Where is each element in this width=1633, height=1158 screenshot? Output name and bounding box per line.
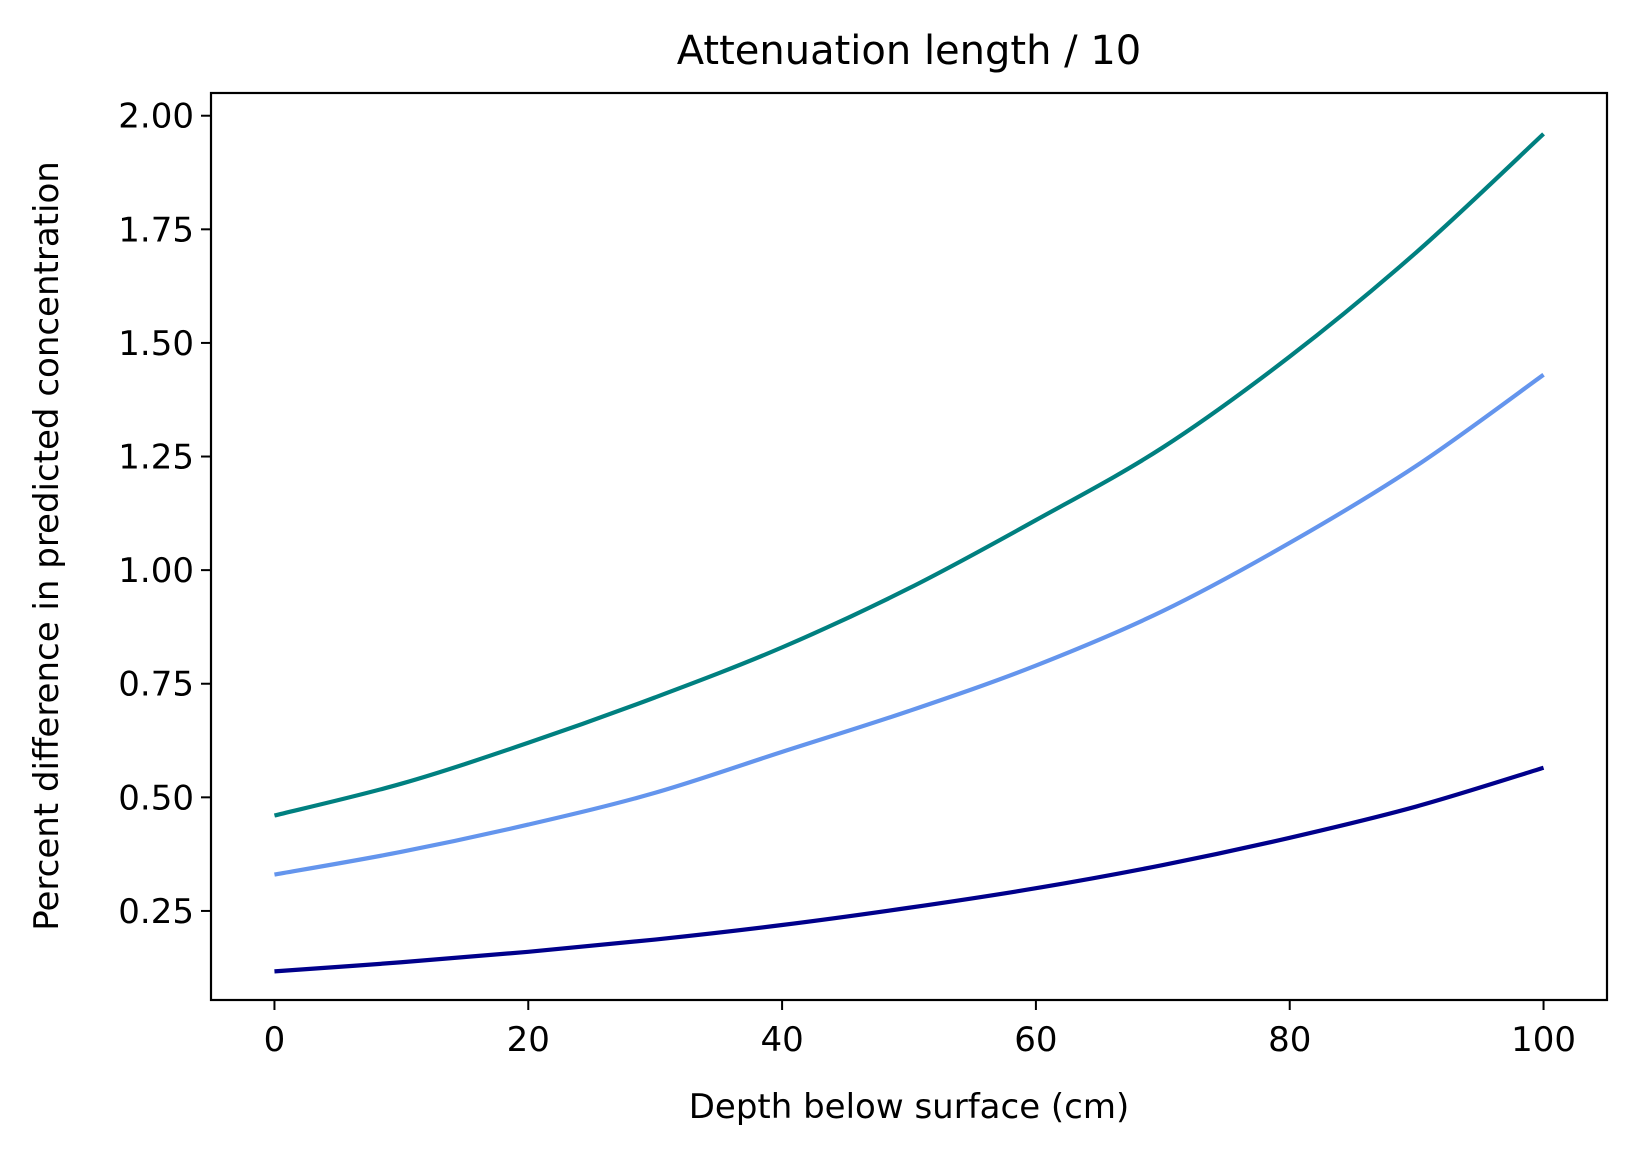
y-tick-label: 0.75 bbox=[118, 665, 194, 705]
plot-frame bbox=[209, 91, 1609, 1002]
x-tick-label: 20 bbox=[507, 1020, 550, 1060]
series-line-2 bbox=[274, 373, 1545, 877]
x-tick-label: 0 bbox=[264, 1020, 286, 1060]
y-axis-label: Percent difference in predicted concentr… bbox=[27, 161, 67, 931]
y-tick-label: 1.00 bbox=[118, 551, 194, 591]
series-line-1 bbox=[273, 132, 1545, 818]
y-tick-label: 0.50 bbox=[118, 778, 194, 818]
x-axis-label: Depth below surface (cm) bbox=[689, 1087, 1130, 1127]
x-tick-label: 60 bbox=[1014, 1020, 1057, 1060]
y-tick-label: 1.25 bbox=[118, 438, 194, 478]
x-axis: 0 20 40 60 80 100 bbox=[264, 1000, 1576, 1060]
series-group bbox=[273, 132, 1545, 974]
y-tick-label: 2.00 bbox=[118, 97, 194, 137]
x-tick-label: 100 bbox=[1511, 1020, 1576, 1060]
y-axis: 0.25 0.50 0.75 1.00 1.25 1.50 1.75 2.00 bbox=[118, 97, 211, 932]
x-tick-label: 80 bbox=[1268, 1020, 1311, 1060]
x-tick-label: 40 bbox=[760, 1020, 803, 1060]
y-tick-label: 1.50 bbox=[118, 324, 194, 364]
chart-title: Attenuation length / 10 bbox=[677, 28, 1142, 74]
y-tick-label: 1.75 bbox=[118, 210, 194, 250]
y-tick-label: 0.25 bbox=[118, 892, 194, 932]
series-line-3 bbox=[274, 765, 1545, 974]
